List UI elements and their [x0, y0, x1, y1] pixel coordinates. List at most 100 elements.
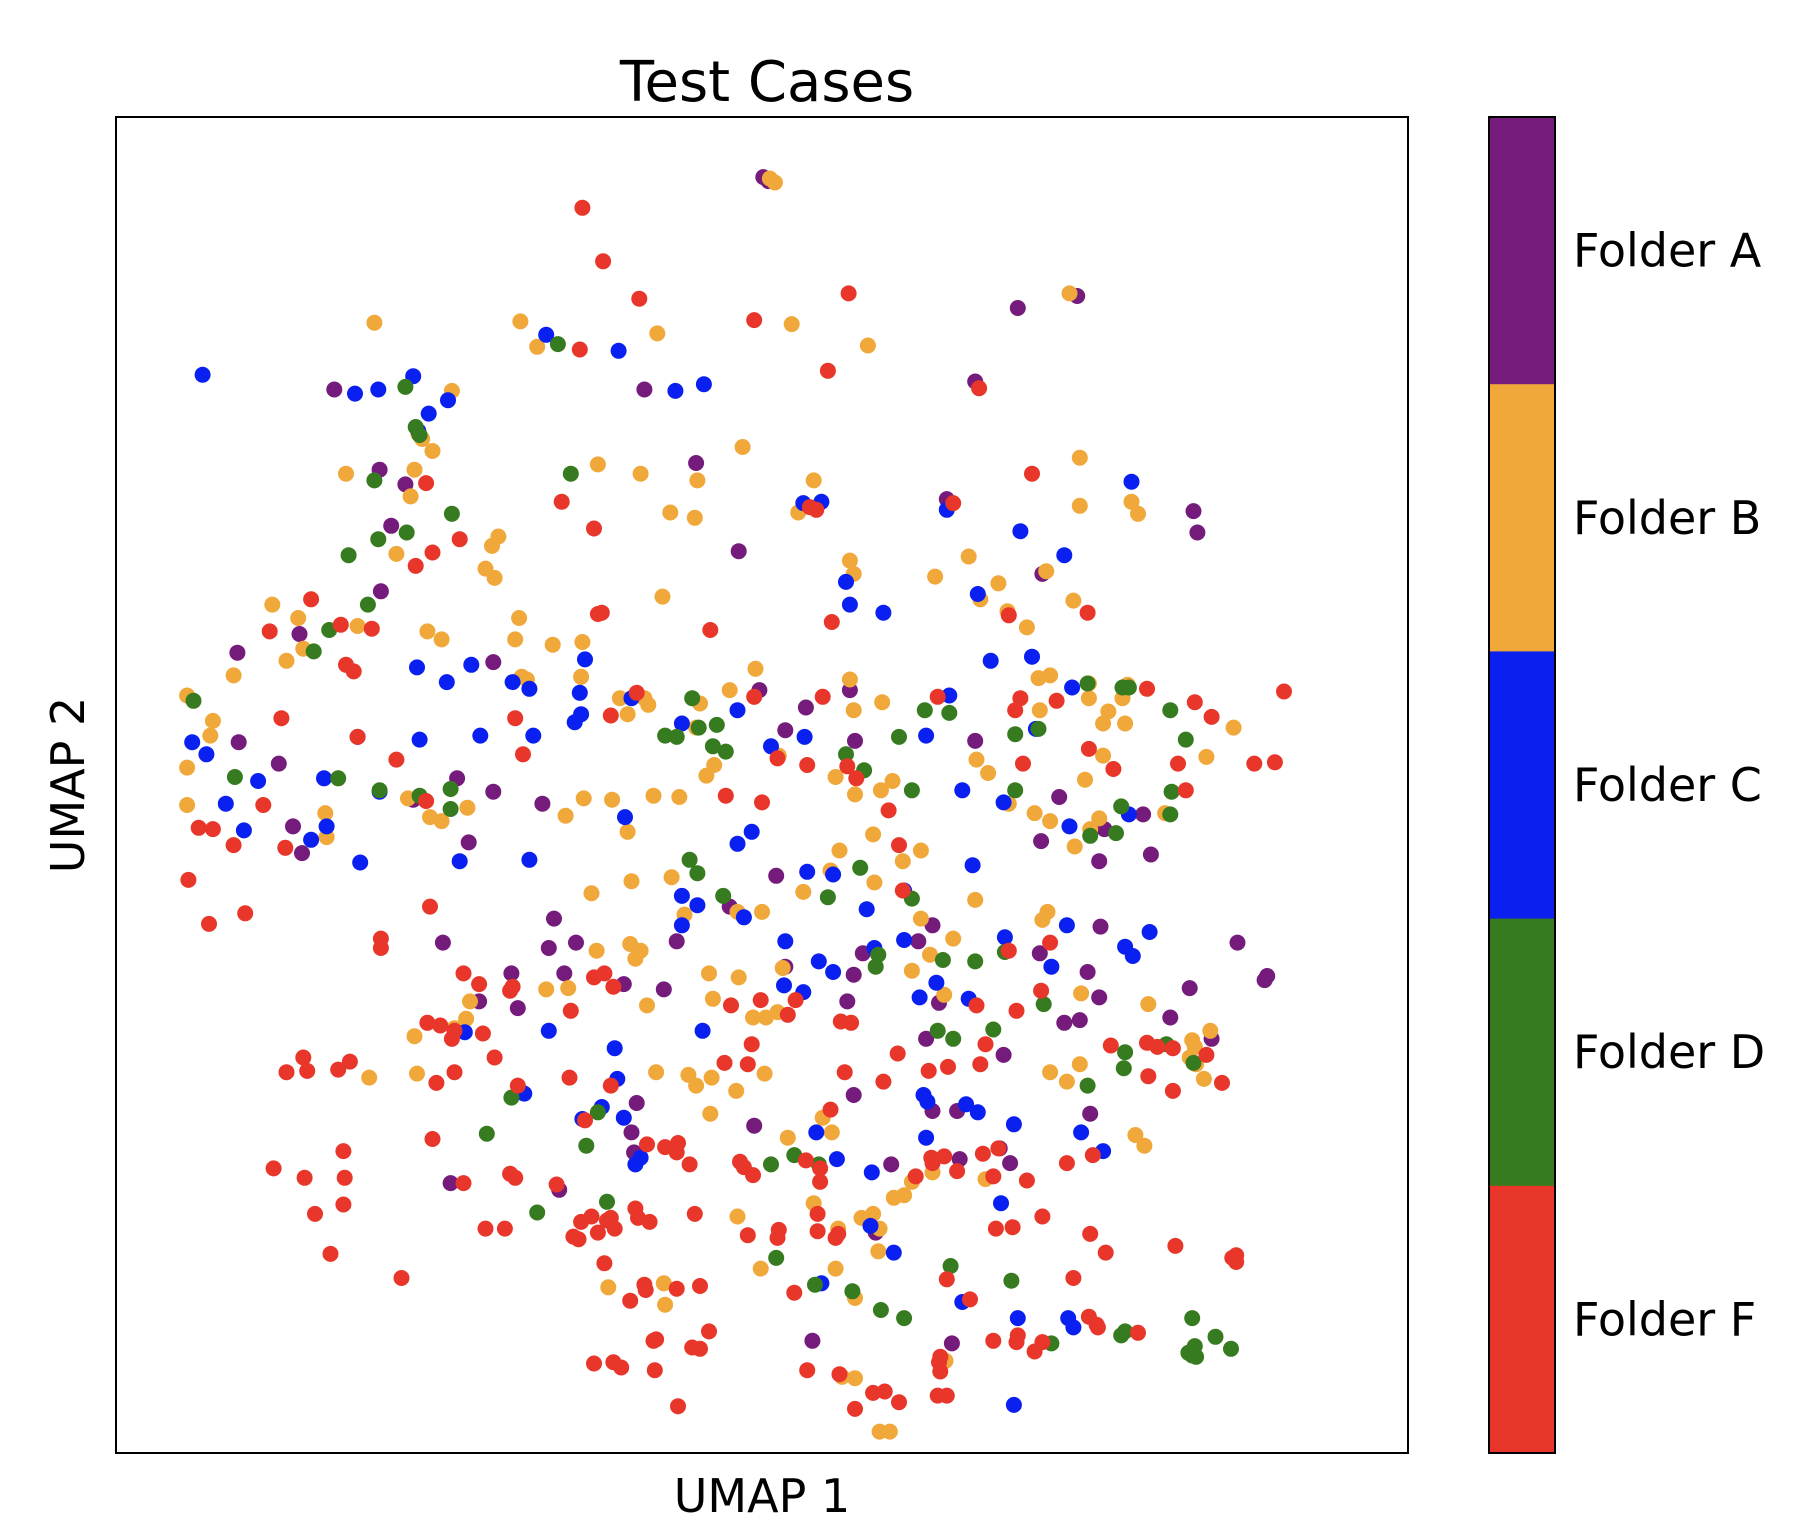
scatter-point-folder-c	[438, 674, 455, 691]
scatter-point-folder-f	[422, 898, 438, 915]
scatter-point-folder-f	[201, 915, 217, 932]
scatter-point-folder-a	[995, 1046, 1012, 1063]
scatter-point-folder-b	[874, 694, 891, 711]
scatter-point-folder-f	[945, 495, 962, 512]
scatter-point-folder-a	[1091, 989, 1108, 1006]
scatter-point-folder-d	[838, 746, 854, 763]
scatter-point-folder-f	[819, 362, 836, 379]
scatter-point-folder-c	[841, 596, 858, 613]
scatter-point-folder-b	[1058, 1073, 1075, 1090]
scatter-point-folder-d	[443, 505, 460, 522]
scatter-point-folder-f	[451, 531, 468, 548]
scatter-point-folder-c	[1056, 547, 1073, 564]
scatter-point-folder-f	[336, 1169, 353, 1186]
scatter-point-folder-c	[217, 795, 234, 812]
scatter-point-folder-f	[1004, 1219, 1021, 1236]
scatter-point-folder-a	[918, 1030, 935, 1047]
scatter-point-folder-f	[335, 1143, 352, 1160]
scatter-point-folder-d	[852, 859, 869, 876]
scatter-point-folder-f	[990, 1140, 1007, 1157]
scatter-point-folder-f	[299, 1062, 316, 1079]
scatter-point-folder-f	[622, 1292, 639, 1309]
scatter-point-folder-f	[692, 1278, 708, 1294]
scatter-point-folder-c	[463, 656, 480, 673]
scatter-point-folder-a	[372, 583, 389, 600]
plot-frame	[115, 116, 1409, 1454]
scatter-point-folder-f	[812, 1173, 829, 1190]
scatter-point-folder-f	[474, 1025, 491, 1042]
scatter-point-folder-b	[663, 869, 680, 886]
scatter-point-folder-b	[783, 316, 800, 333]
scatter-point-folder-f	[702, 622, 719, 638]
scatter-point-folder-d	[929, 1022, 946, 1039]
scatter-point-folder-f	[1214, 1074, 1230, 1091]
scatter-point-folder-f	[1139, 680, 1155, 697]
scatter-point-folder-b	[747, 660, 764, 677]
scatter-point-folder-f	[1034, 1208, 1051, 1225]
scatter-point-folder-a	[291, 626, 308, 642]
scatter-point-folder-f	[190, 819, 207, 836]
scatter-point-folder-f	[471, 976, 488, 993]
scatter-point-folder-f	[1008, 1334, 1025, 1351]
scatter-point-folder-b	[486, 569, 503, 586]
scatter-point-folder-a	[485, 654, 502, 671]
scatter-point-folder-b	[688, 1077, 705, 1094]
scatter-point-folder-c	[1124, 948, 1141, 964]
scatter-point-folder-b	[912, 910, 929, 927]
scatter-point-folder-d	[397, 378, 414, 395]
scatter-point-folder-d	[371, 782, 388, 799]
scatter-point-folder-c	[735, 909, 752, 926]
scatter-point-folder-f	[363, 620, 380, 637]
scatter-point-folder-c	[370, 381, 387, 398]
scatter-point-folder-c	[316, 770, 332, 787]
scatter-point-folder-d	[715, 887, 732, 904]
scatter-point-folder-a	[442, 1175, 459, 1192]
scatter-point-folder-c	[918, 1129, 935, 1146]
scatter-point-folder-b	[1136, 1137, 1153, 1154]
scatter-point-folder-b	[745, 1009, 761, 1026]
scatter-point-folder-f	[509, 1077, 526, 1094]
scatter-point-folder-f	[237, 905, 254, 922]
scatter-point-folder-b	[1073, 985, 1090, 1002]
scatter-point-folder-c	[440, 392, 456, 409]
scatter-point-folder-d	[1186, 1338, 1203, 1355]
colorbar-label: Folder D	[1573, 1025, 1765, 1079]
scatter-point-folder-f	[1080, 1308, 1097, 1325]
scatter-point-folder-c	[250, 773, 267, 789]
scatter-point-folder-a	[383, 517, 400, 534]
scatter-point-folder-f	[277, 839, 294, 856]
scatter-point-folder-f	[596, 1255, 613, 1272]
scatter-point-folder-b	[728, 1082, 745, 1099]
scatter-point-folder-d	[370, 531, 387, 548]
scatter-point-folder-b	[894, 853, 911, 870]
scatter-point-folder-d	[1163, 783, 1180, 800]
scatter-point-folder-d	[916, 702, 933, 719]
scatter-point-folder-a	[797, 699, 814, 716]
scatter-point-folder-b	[388, 545, 405, 562]
scatter-point-folder-b	[845, 702, 862, 719]
scatter-point-folder-f	[428, 1074, 445, 1091]
scatter-point-folder-f	[296, 1169, 313, 1186]
scatter-point-folder-b	[1038, 563, 1055, 580]
scatter-point-folder-d	[366, 472, 383, 489]
scatter-point-folder-b	[655, 1275, 672, 1292]
scatter-point-folder-a	[1009, 300, 1026, 316]
scatter-point-folder-a	[294, 845, 310, 862]
scatter-point-folder-c	[862, 1217, 879, 1234]
scatter-point-folder-f	[1000, 942, 1017, 959]
scatter-point-folder-d	[870, 946, 887, 963]
scatter-point-folder-b	[1018, 619, 1035, 636]
scatter-point-folder-f	[507, 710, 524, 727]
scatter-point-folder-a	[397, 476, 414, 493]
scatter-point-folder-b	[278, 652, 295, 669]
scatter-point-folder-a	[1091, 853, 1108, 870]
scatter-point-folder-c	[1005, 1396, 1022, 1413]
colorbar-label: Folder A	[1573, 224, 1762, 278]
scatter-point-folder-b	[619, 706, 636, 723]
scatter-point-folder-b	[575, 790, 592, 807]
scatter-point-folder-c	[472, 727, 489, 744]
scatter-point-folder-c	[667, 382, 684, 399]
scatter-point-folder-b	[179, 759, 196, 776]
scatter-point-folder-b	[623, 873, 640, 890]
scatter-point-folder-d	[768, 1249, 785, 1266]
